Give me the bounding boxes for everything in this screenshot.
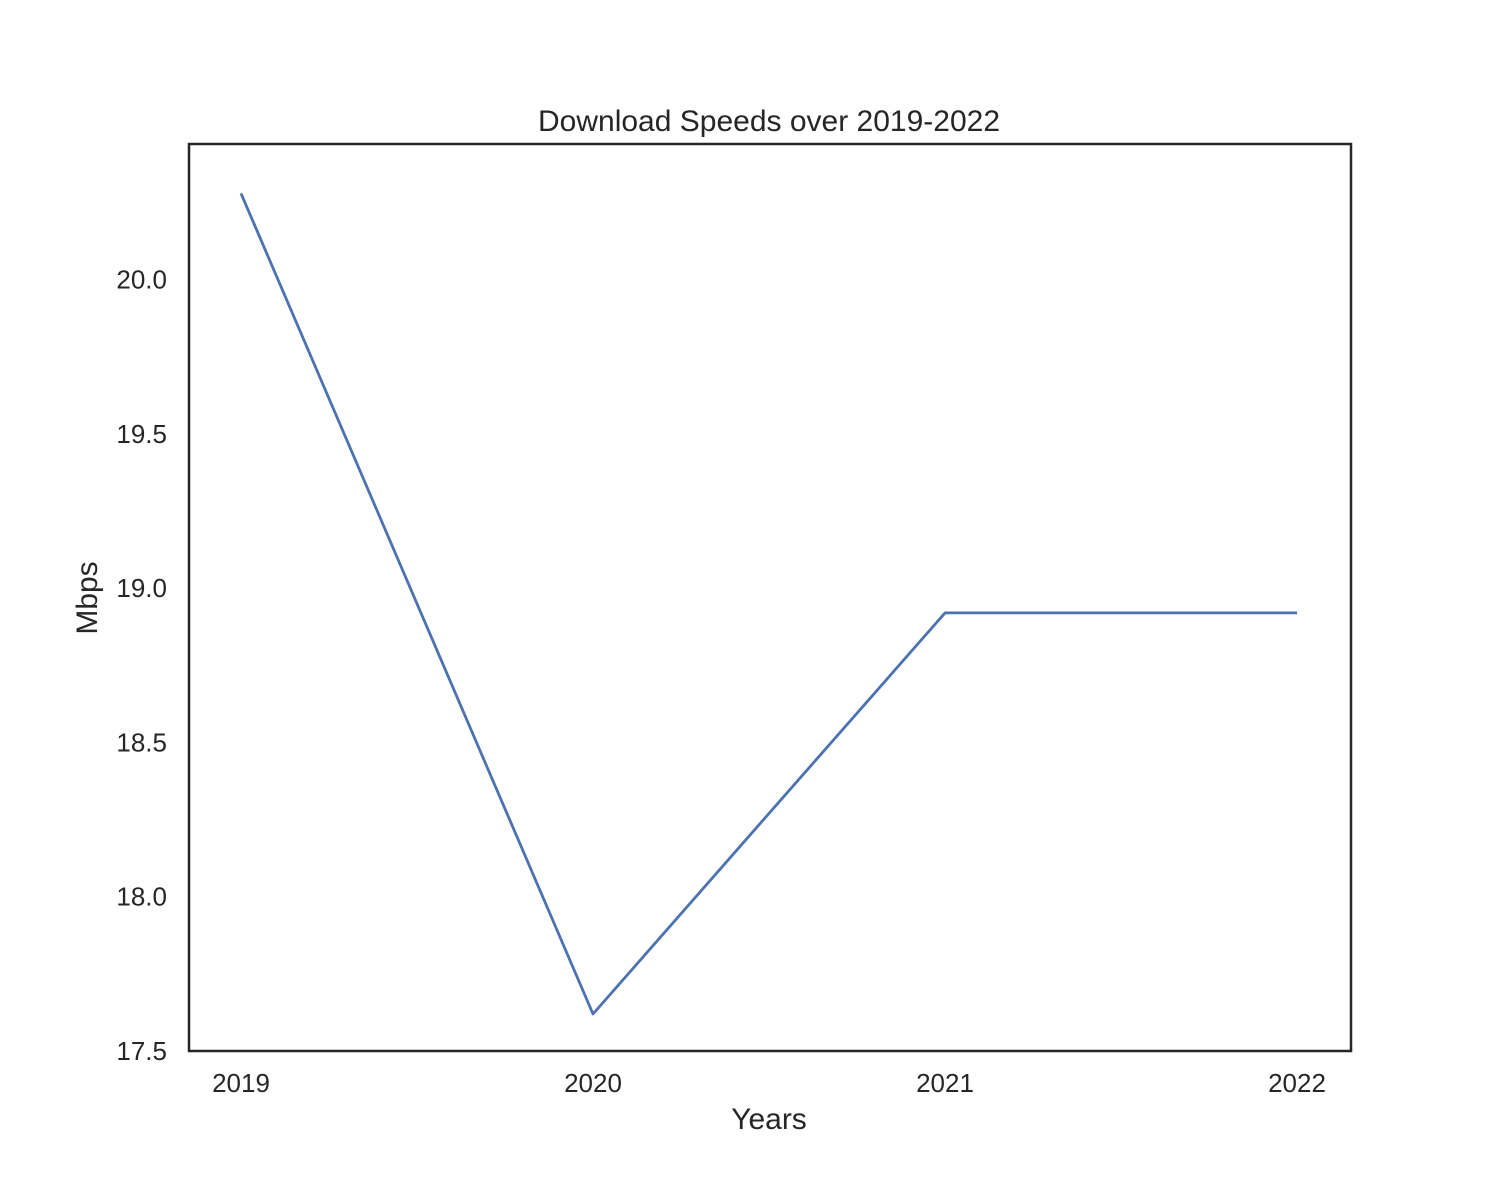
series-line-1 (239, 192, 1297, 1016)
chart-title: Download Speeds over 2019-2022 (538, 105, 1000, 138)
y-tick-label-18-5: 18.5 (116, 727, 167, 757)
x-axis-ticks: 2019 2020 2021 2022 (212, 1068, 1326, 1098)
y-tick-label-17-5: 17.5 (116, 1036, 167, 1066)
plot-frame (187, 142, 1353, 1053)
y-tick-label-18-0: 18.0 (116, 882, 167, 912)
y-tick-label-19-5: 19.5 (116, 419, 167, 449)
y-tick-label-20-0: 20.0 (116, 265, 167, 295)
y-tick-label-19-0: 19.0 (116, 573, 167, 603)
x-tick-label-2021: 2021 (916, 1068, 974, 1098)
x-axis-label: Years (731, 1103, 807, 1136)
y-axis-ticks: 17.5 18.0 18.5 19.0 19.5 20.0 (116, 265, 167, 1066)
x-tick-label-2022: 2022 (1268, 1068, 1326, 1098)
x-tick-label-2019: 2019 (212, 1068, 270, 1098)
y-axis-label: Mbps (71, 561, 104, 634)
plot-area (239, 192, 1297, 1016)
x-tick-label-2020: 2020 (564, 1068, 622, 1098)
